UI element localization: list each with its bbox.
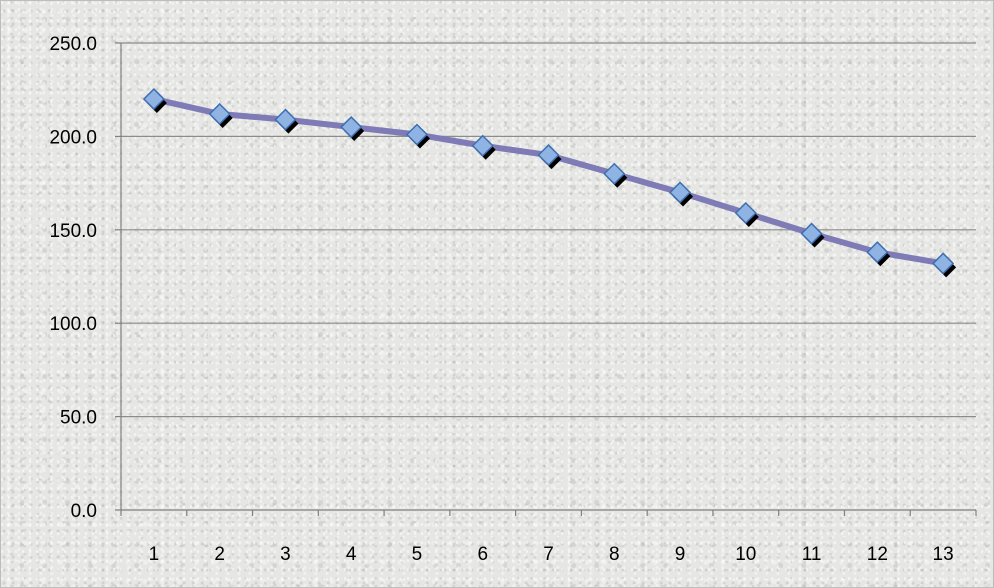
x-tick-label: 5 [412, 544, 423, 565]
data-point [603, 162, 626, 185]
y-tick-label: 200.0 [49, 127, 97, 148]
y-tick-label: 250.0 [49, 34, 97, 55]
data-point [734, 201, 757, 225]
x-tick-label: 9 [675, 544, 686, 565]
data-point [208, 102, 231, 126]
data-point [274, 108, 297, 131]
x-tick-label: 12 [867, 544, 888, 565]
series-line [150, 96, 947, 267]
data-point [866, 241, 889, 264]
y-tick-label: 50.0 [60, 408, 97, 429]
data-point [142, 87, 165, 111]
data-point [668, 181, 692, 204]
x-tick-label: 7 [543, 544, 554, 565]
y-tick-label: 150.0 [49, 221, 97, 242]
data-point [471, 134, 494, 157]
x-tick-label: 10 [735, 544, 756, 565]
x-tick-label: 1 [149, 544, 160, 565]
x-tick-label: 2 [214, 544, 225, 565]
data-point [537, 144, 560, 167]
data-point [932, 252, 955, 275]
y-tick-label: 0.0 [71, 501, 97, 522]
x-tick-label: 3 [280, 544, 291, 565]
data-point [340, 115, 363, 139]
x-tick-label: 6 [477, 544, 488, 565]
x-tick-label: 11 [802, 544, 822, 565]
data-point [800, 222, 823, 245]
y-tick-label: 100.0 [49, 314, 97, 335]
x-tick-label: 8 [609, 544, 620, 565]
x-tick-label: 13 [933, 544, 954, 565]
x-tick-label: 4 [346, 544, 357, 565]
data-point [405, 123, 429, 146]
